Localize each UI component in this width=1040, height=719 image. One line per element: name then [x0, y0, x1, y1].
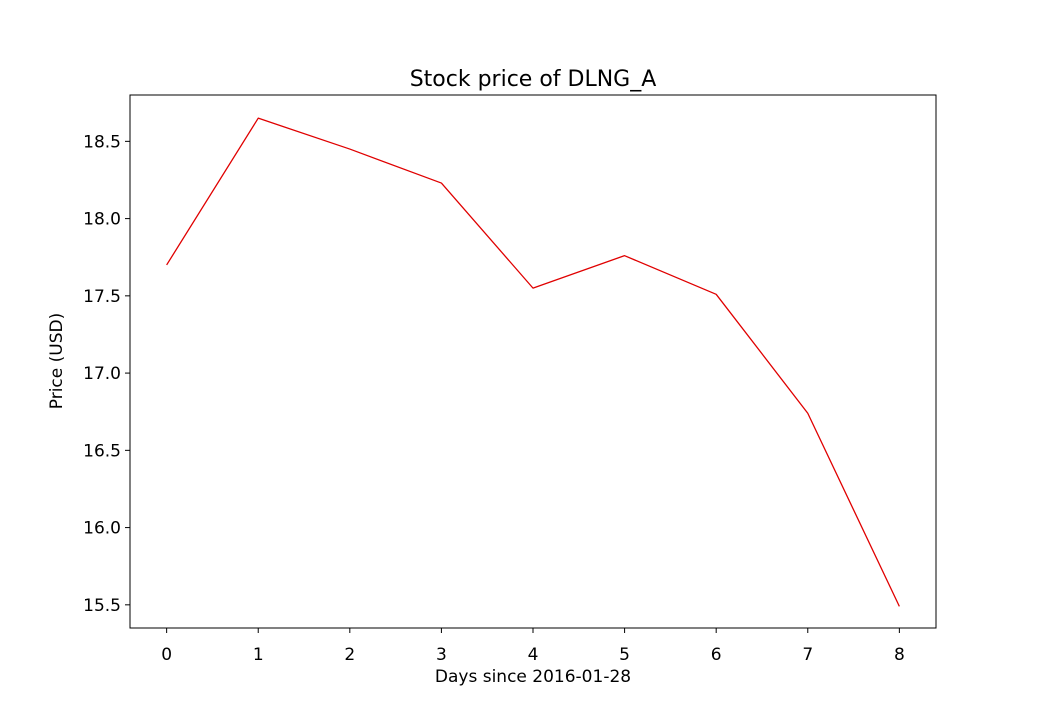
x-tick-label: 2 — [344, 645, 355, 665]
y-tick-label: 15.5 — [83, 596, 121, 616]
series-line — [167, 118, 900, 606]
x-tick-label: 3 — [436, 645, 447, 665]
x-axis-label: Days since 2016-01-28 — [435, 667, 631, 687]
y-tick-label: 18.5 — [83, 132, 121, 152]
y-axis-label: Price (USD) — [47, 313, 67, 409]
y-axis: 15.5 16.0 16.5 17.0 17.5 18.0 18.5 — [83, 132, 130, 615]
x-tick-label: 6 — [711, 645, 722, 665]
x-tick-label: 0 — [161, 645, 172, 665]
chart-title: Stock price of DLNG_A — [410, 67, 657, 92]
x-tick-label: 8 — [894, 645, 905, 665]
y-tick-label: 16.5 — [83, 441, 121, 461]
x-tick-label: 5 — [619, 645, 630, 665]
y-tick-label: 17.0 — [83, 364, 121, 384]
x-tick-label: 1 — [253, 645, 264, 665]
plot-frame — [130, 95, 936, 628]
y-tick-label: 16.0 — [83, 519, 121, 539]
x-axis: 0 1 2 3 4 5 6 7 8 — [161, 628, 905, 665]
x-tick-label: 4 — [528, 645, 539, 665]
y-tick-label: 18.0 — [83, 210, 121, 230]
y-tick-label: 17.5 — [83, 287, 121, 307]
plot-area — [167, 118, 900, 606]
x-tick-label: 7 — [802, 645, 813, 665]
